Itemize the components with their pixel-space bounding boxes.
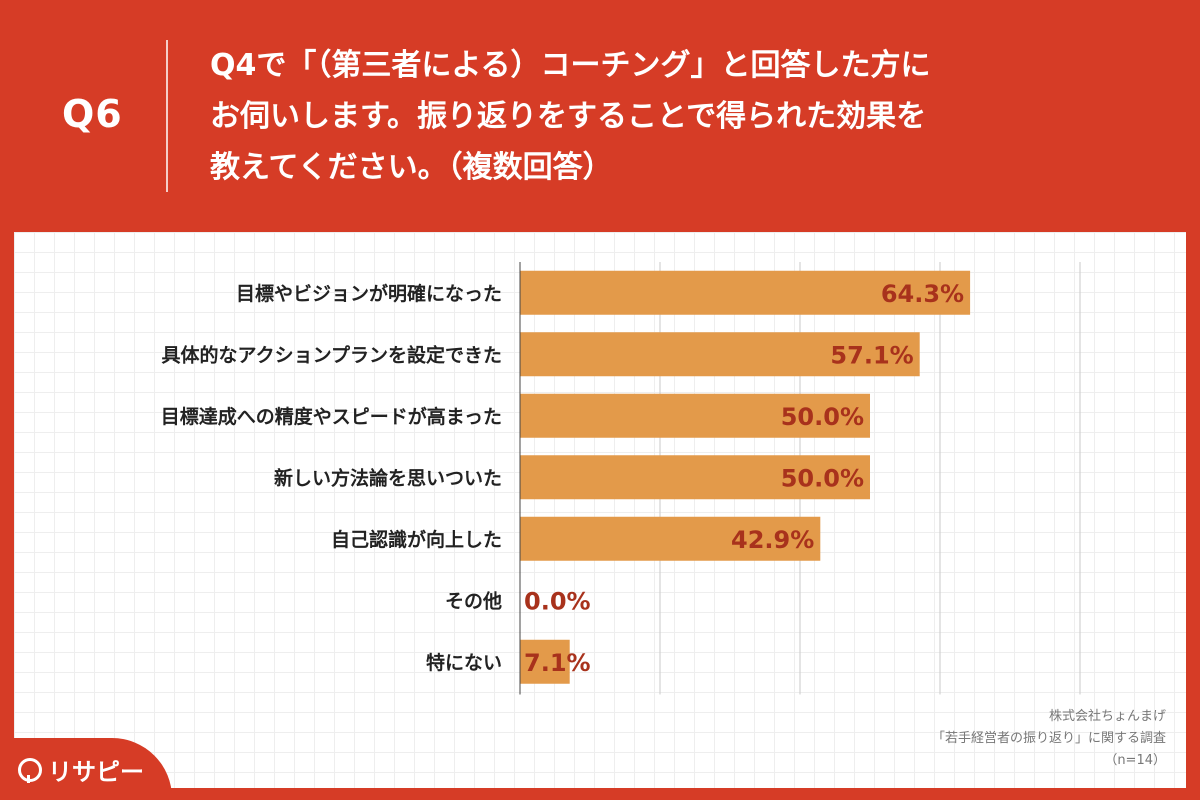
category-label: 新しい方法論を思いついた [274,466,502,489]
question-id: Q6 [62,92,123,136]
bar [520,393,870,438]
logo-text: リサピー [48,758,144,786]
brand-logo: リサピー [18,752,144,787]
bar [520,516,821,561]
bar-chart: 目標やビジョンが明確になった 64.3% 具体的なアクションプランを設定できた 57.… [161,262,1081,695]
source-company: 株式会社ちょんまげ [1048,709,1166,724]
value-label: 64.3% [881,280,964,308]
value-label: 50.0% [781,403,864,431]
value-label: 0.0% [524,587,591,615]
bar [520,639,570,684]
category-label: 具体的なアクションプランを設定できた [162,343,502,366]
bar [520,332,920,377]
category-label: その他 [445,589,502,612]
bar [520,455,870,500]
value-label: 7.1% [524,649,591,677]
source-note: 株式会社ちょんまげ 「若手経営者の振り返り」に関する調査 （n=14） [860,706,1166,772]
category-label: 目標達成への精度やスピードが高まった [161,405,502,428]
question-line: Q4で「（第三者による）コーチング」と回答した方に [210,48,931,83]
source-survey: 「若手経営者の振り返り」に関する調査 [931,731,1166,746]
chart-panel: 目標やビジョンが明確になった 64.3% 具体的なアクションプランを設定できた 57.… [14,232,1186,788]
category-label: 目標やビジョンが明確になった [236,282,502,305]
category-label: 自己認識が向上した [331,528,502,551]
question-line: お伺いします。振り返りをすることで得られた効果を [210,99,927,134]
source-sample: （n=14） [1104,753,1166,768]
question-line: 教えてください。（複数回答） [210,150,613,185]
category-label: 特にない [426,652,502,674]
header-divider [166,40,168,192]
pin-icon [18,757,42,783]
value-label: 50.0% [781,464,864,492]
value-label: 42.9% [731,526,814,554]
question-text: Q4で「（第三者による）コーチング」と回答した方に お伺いします。振り返りをする… [210,40,1170,193]
value-label: 57.1% [830,341,913,369]
question-header: Q6 Q4で「（第三者による）コーチング」と回答した方に お伺いします。振り返り… [0,0,1200,232]
bar [520,270,971,315]
